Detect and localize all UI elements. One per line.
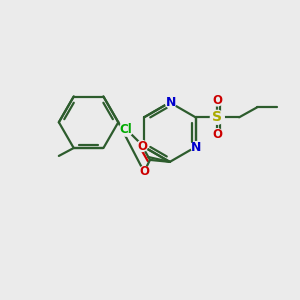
- Circle shape: [210, 110, 224, 124]
- Text: N: N: [191, 140, 202, 154]
- Circle shape: [119, 122, 133, 136]
- Circle shape: [212, 95, 223, 106]
- Text: S: S: [212, 110, 222, 124]
- Text: O: O: [139, 165, 149, 178]
- Text: O: O: [212, 94, 222, 107]
- Text: O: O: [137, 140, 147, 152]
- Circle shape: [191, 142, 202, 152]
- Text: Cl: Cl: [120, 123, 133, 136]
- Circle shape: [136, 141, 148, 152]
- Circle shape: [165, 97, 176, 108]
- Circle shape: [212, 129, 223, 140]
- Text: N: N: [166, 96, 176, 109]
- Circle shape: [139, 166, 149, 177]
- Text: O: O: [212, 128, 222, 141]
